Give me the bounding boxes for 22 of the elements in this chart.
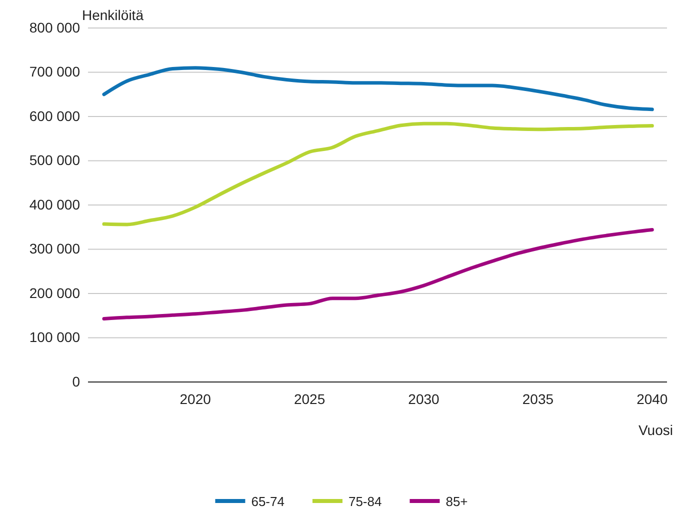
x-tick-label: 2040 xyxy=(636,390,668,407)
y-tick-label: 600 000 xyxy=(29,108,80,124)
x-tick-label: 2035 xyxy=(522,390,554,407)
x-tick-label: 2030 xyxy=(408,390,440,407)
line-series xyxy=(102,66,654,112)
legend-label: 85+ xyxy=(446,494,468,509)
y-tick-label: 0 xyxy=(72,373,80,390)
y-tick-label: 200 000 xyxy=(29,284,80,301)
line-series xyxy=(102,228,654,320)
line-series xyxy=(102,122,654,226)
y-tick-label: 300 000 xyxy=(29,240,80,257)
y-tick-label: 400 000 xyxy=(29,196,80,212)
x-tick-label: 2020 xyxy=(180,390,212,407)
x-tick-label: 2025 xyxy=(294,390,326,407)
y-axis-title: Henkilöitä xyxy=(82,7,144,23)
y-tick-label: 700 000 xyxy=(29,64,80,80)
x-axis-title: Vuosi xyxy=(638,422,673,438)
y-tick-label: 100 000 xyxy=(29,329,80,346)
y-tick-label: 800 000 xyxy=(29,19,80,36)
legend-label: 75-84 xyxy=(348,494,382,509)
y-tick-label: 500 000 xyxy=(29,152,80,168)
legend-label: 65-74 xyxy=(251,494,284,509)
